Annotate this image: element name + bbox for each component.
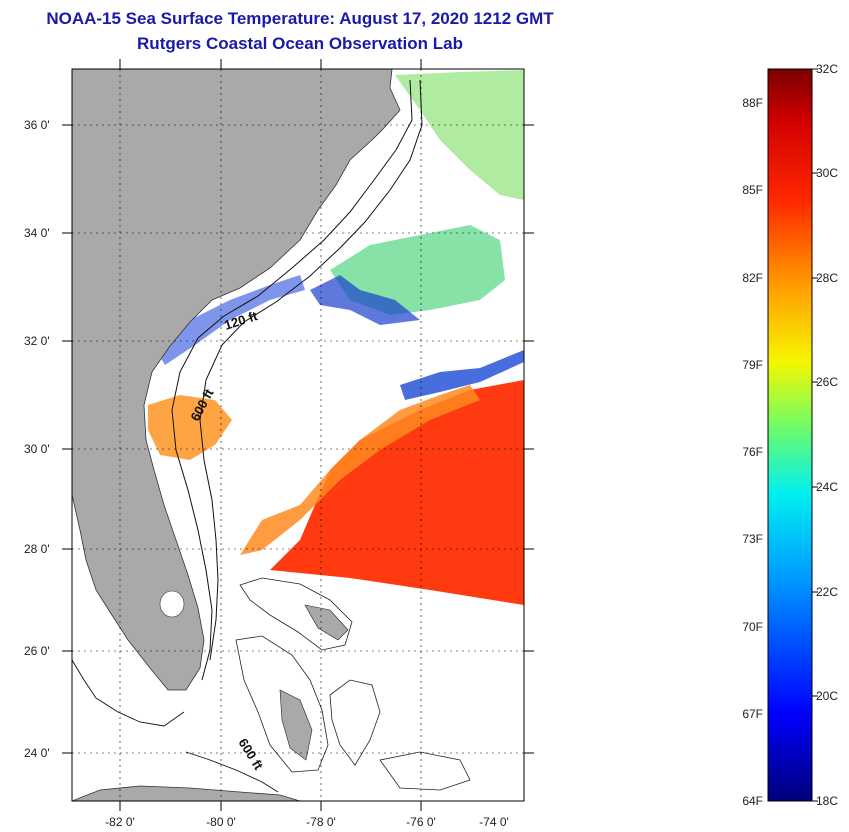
colorbar xyxy=(767,68,813,802)
bahamas-island-north xyxy=(304,604,349,641)
lon-label-74: -74 0' xyxy=(479,815,509,829)
bahamas-bank-north xyxy=(239,577,353,651)
sst-shelf-blue xyxy=(150,275,305,365)
colorbar-f-label-70: 70F xyxy=(742,620,763,634)
cuba-landmass xyxy=(72,785,301,801)
colorbar-c-label-22: 22C xyxy=(816,585,838,599)
colorbar-f-label-79: 79F xyxy=(742,358,763,372)
lat-label-24: 24 0' xyxy=(24,746,50,760)
lat-label-36: 36 0' xyxy=(24,118,50,132)
map-layers xyxy=(72,69,524,801)
plot-frame xyxy=(71,68,525,802)
colorbar-c-label-18: 18C xyxy=(816,794,838,808)
contour-120ft xyxy=(171,79,413,681)
colorbar-f-label-67: 67F xyxy=(742,707,763,721)
colorbar-c-label-30: 30C xyxy=(816,166,838,180)
colorbar-f-label-73: 73F xyxy=(742,532,763,546)
contour-florida-keys xyxy=(72,659,185,727)
lon-label-76: -76 0' xyxy=(406,815,436,829)
colorbar-f-label-85: 85F xyxy=(742,183,763,197)
map-title: NOAA-15 Sea Surface Temperature: August … xyxy=(46,9,554,28)
lat-label-28: 28 0' xyxy=(24,542,50,556)
bahamas-bank-southeast xyxy=(379,751,471,791)
lat-label-32: 32 0' xyxy=(24,334,50,348)
colorbar-f-label-88: 88F xyxy=(742,96,763,110)
lat-label-30: 30 0' xyxy=(24,442,50,456)
colorbar-c-label-28: 28C xyxy=(816,271,838,285)
sst-warm-region xyxy=(270,380,524,605)
colorbar-c-label-20: 20C xyxy=(816,689,838,703)
sst-northeast-patch xyxy=(395,70,524,200)
sst-warm-edge xyxy=(240,385,480,555)
andros-island xyxy=(279,689,313,761)
sst-north-blue xyxy=(310,275,420,325)
sst-cool-front xyxy=(400,350,524,400)
colorbar-ticks xyxy=(812,68,818,802)
lat-label-26: 26 0' xyxy=(24,644,50,658)
colorbar-c-label-32: 32C xyxy=(816,62,838,76)
colorbar-c-label-26: 26C xyxy=(816,375,838,389)
lat-label-34: 34 0' xyxy=(24,226,50,240)
contour-600ft-bahamas xyxy=(185,751,279,793)
colorbar-f-label-76: 76F xyxy=(742,445,763,459)
map-subtitle: Rutgers Coastal Ocean Observation Lab xyxy=(137,34,463,53)
contour-600ft xyxy=(199,79,423,661)
sst-north-patch xyxy=(330,225,505,315)
bahamas-bank-east xyxy=(329,679,381,766)
lon-label-82: -82 0' xyxy=(105,815,135,829)
us-landmass xyxy=(72,69,401,691)
lake-okeechobee xyxy=(159,590,185,618)
colorbar-f-label-64: 64F xyxy=(742,794,763,808)
colorbar-c-label-24: 24C xyxy=(816,480,838,494)
colorbar-f-label-82: 82F xyxy=(742,271,763,285)
lon-label-80: -80 0' xyxy=(206,815,236,829)
lon-label-78: -78 0' xyxy=(306,815,336,829)
axis-ticks xyxy=(62,59,534,811)
graticule xyxy=(72,69,524,801)
sst-coastal-warm xyxy=(148,395,232,460)
